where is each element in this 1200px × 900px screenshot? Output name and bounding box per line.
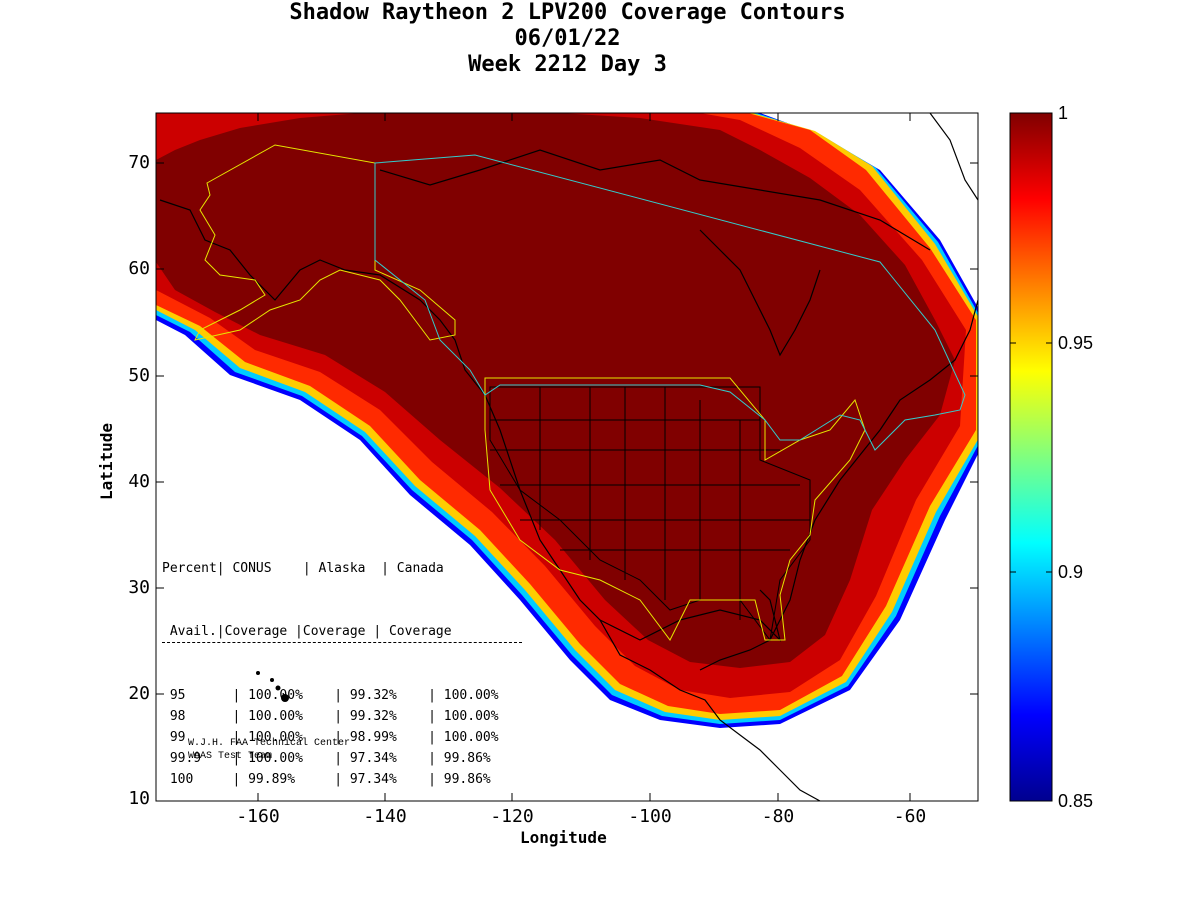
coverage-contours [156,113,978,728]
coastline-arctic [379,149,931,251]
colorbar-tick: 0.95 [1058,333,1094,353]
coverage-table-row: 99.9 | 100.00% | 97.34% | 99.86% [162,748,522,769]
coverage-table-row: 100 | 99.89% | 97.34% | 99.86% [162,769,522,790]
x-axis-label: Longitude [520,828,607,847]
coverage-cell-alaska: | 99.32% [326,688,421,703]
hawaii-islands [256,671,289,702]
contour-edge-upper-left [156,113,360,160]
y-tick: 50 [128,365,150,386]
coastline-north-america [159,199,821,801]
coverage-cell-conus: | 100.00% [232,730,327,745]
coverage-cell-percent: 95 [162,688,233,703]
colorbar [1009,112,1053,802]
coverage-table-row: 98 | 100.00% | 99.32% | 100.00% [162,706,522,727]
coverage-cell-alaska: | 99.32% [326,709,421,724]
boundary-conus [484,377,866,641]
coverage-table-row: 95 | 100.00% | 99.32% | 100.00% [162,685,522,706]
coverage-cell-alaska: | 97.34% [326,751,421,766]
y-tick: 40 [128,471,150,492]
y-tick: 60 [128,258,150,279]
coverage-table-header-2: Avail.|Coverage |Coverage | Coverage [162,621,523,643]
colorbar-tick: 1 [1058,103,1069,123]
chart-date: 06/01/22 [514,26,621,51]
coverage-cell-canada: | 100.00% [420,709,523,724]
chart-title: Shadow Raytheon 2 LPV200 Coverage Contou… [289,0,846,25]
colorbar-tick: 0.9 [1058,562,1084,582]
coverage-cell-percent: 98 [162,709,233,724]
coastline-greenland [929,113,978,201]
x-tick: -120 [490,806,534,827]
y-tick: 20 [128,683,150,704]
coverage-cell-conus: | 100.00% [232,751,327,766]
chart-week-day: Week 2212 Day 3 [468,52,667,77]
coverage-cell-conus: | 100.00% [232,709,327,724]
y-tick: 30 [128,577,150,598]
coastlines [159,113,978,801]
x-tick: -60 [893,806,927,827]
coverage-table-body: 95 | 100.00% | 99.32% | 100.00% 98 | 100… [162,685,522,790]
service-boundaries [194,144,966,641]
plot-frame [155,112,979,802]
boundary-alaska [194,144,456,341]
y-tick: 10 [128,788,150,809]
coverage-cell-percent: 100 [162,772,233,787]
x-tick: -160 [236,806,280,827]
y-axis-label: Latitude [97,422,116,500]
x-tick: -80 [761,806,795,827]
colorbar-ticks [1010,342,1052,573]
coverage-cell-canada: | 100.00% [420,730,523,745]
coverage-cell-alaska: | 97.34% [326,772,421,787]
y-tick: 70 [128,152,150,173]
coverage-cell-alaska: | 98.99% [326,730,421,745]
coverage-table: Percent| CONUS | Alaska | Canada Avail.|… [162,516,523,811]
credit-line-2: WAAS Test Team [188,751,273,762]
coverage-cell-percent: 99 [162,730,233,745]
coverage-cell-percent: 99.9 [162,751,233,766]
boundary-canada [374,154,966,451]
coverage-cell-conus: | 100.00% [232,688,327,703]
coverage-cell-conus: | 99.89% [232,772,327,787]
x-tick: -100 [628,806,672,827]
coverage-cell-canada: | 99.86% [420,772,523,787]
colorbar-tick: 0.85 [1058,791,1094,811]
coverage-table-row: 99 | 100.00% | 98.99% | 100.00% [162,727,522,748]
coastline-hudson-bay [699,229,821,357]
coverage-cell-canada: | 100.00% [420,688,523,703]
coverage-cell-canada: | 99.86% [420,751,523,766]
coverage-table-header-1: Percent| CONUS | Alaska | Canada [162,561,444,576]
coastline-east [699,299,978,671]
credit-line-1: W.J.H. FAA Technical Center [188,738,351,749]
x-tick: -140 [363,806,407,827]
axis-tick-marks [156,113,978,801]
contour-full-coverage [156,113,955,668]
